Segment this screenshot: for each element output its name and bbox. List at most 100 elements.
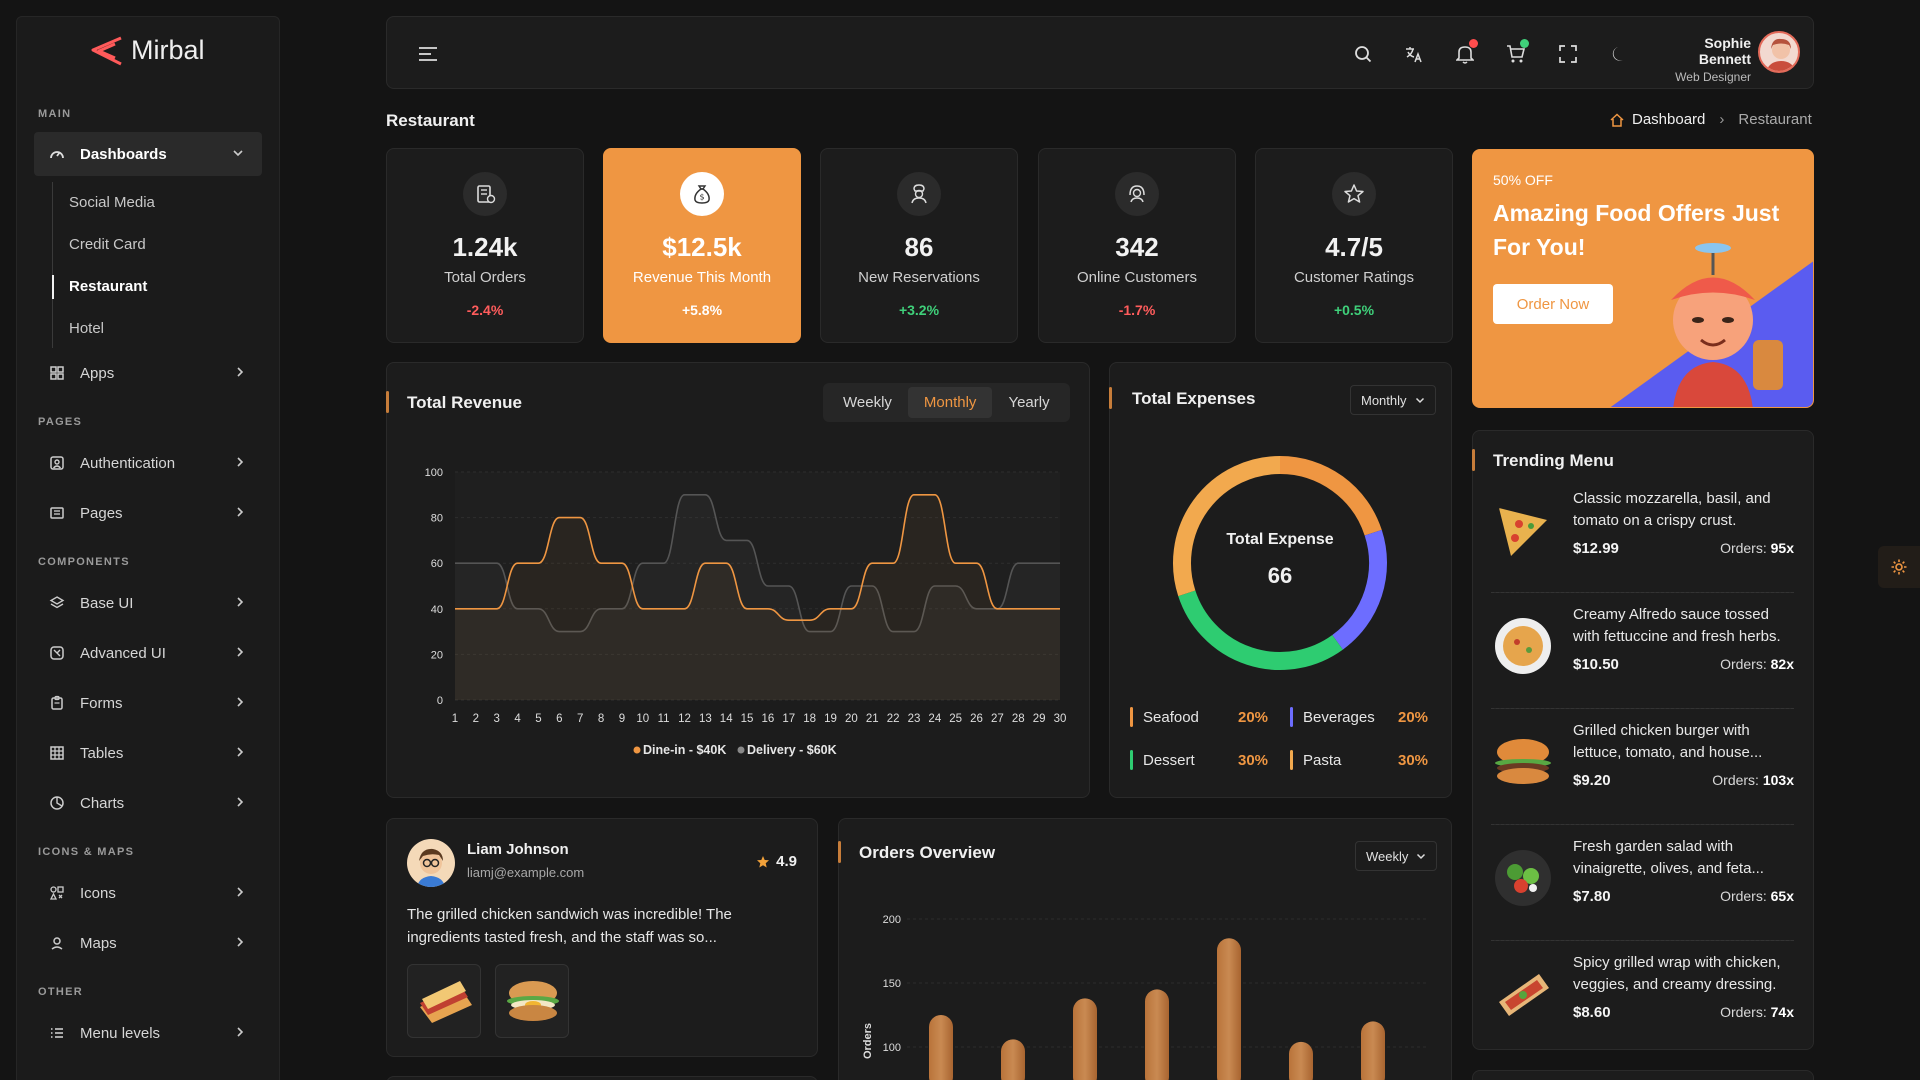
sidebar-subitem-hotel[interactable]: Hotel	[69, 320, 105, 337]
sidebar-item-label: Maps	[80, 934, 117, 952]
menu-item-description: Spicy grilled wrap with chicken, veggies…	[1573, 954, 1781, 993]
legend-label: Pasta	[1303, 751, 1342, 769]
x-tick-label: 3	[494, 713, 500, 725]
clipboard-icon	[48, 694, 66, 712]
x-tick-label: 30	[1054, 713, 1067, 725]
sidebar-item-base-ui[interactable]: Base UI	[34, 581, 264, 625]
sidebar-item-apps[interactable]: Apps	[34, 351, 264, 395]
review-photo-sandwich[interactable]	[407, 964, 481, 1038]
user-role: Web Designer	[1675, 70, 1751, 84]
sidebar-item-maps[interactable]: Maps	[34, 921, 264, 965]
sidebar-item-pages[interactable]: Pages	[34, 491, 264, 535]
y-tick-label: 200	[883, 914, 901, 926]
orders-period-dropdown[interactable]: Weekly	[1355, 841, 1438, 871]
stat-label: Total Orders	[444, 269, 526, 286]
stat-card-ratings: 4.7/5 Customer Ratings +0.5%	[1255, 148, 1453, 343]
cart-dot	[1520, 39, 1529, 48]
section-pages: PAGES	[38, 416, 83, 428]
food-image	[1495, 739, 1551, 784]
translate-icon[interactable]	[1403, 43, 1425, 65]
menu-item-price: $7.80	[1573, 888, 1611, 905]
chevron-right-icon	[234, 795, 246, 812]
star-icon	[1332, 172, 1376, 216]
brand-logo-icon	[91, 36, 122, 65]
sidebar-subitem-restaurant[interactable]: Restaurant	[69, 278, 148, 295]
y-tick-label: 80	[431, 513, 443, 525]
brand-name: Mirbal	[131, 35, 205, 65]
order-now-button[interactable]: Order Now	[1493, 284, 1613, 324]
sidebar-item-advanced-ui[interactable]: Advanced UI	[34, 631, 264, 675]
review-photo-burger[interactable]	[495, 964, 569, 1038]
customer-support-icon	[1115, 172, 1159, 216]
sidebar-item-forms[interactable]: Forms	[34, 681, 264, 725]
orders-overview-card: Orders Overview Weekly 100 150 200 Orders	[838, 818, 1452, 1080]
breadcrumb-separator-icon: ›	[1719, 111, 1725, 128]
trending-menu-item[interactable]: Grilled chicken burger with lettuce, tom…	[1491, 720, 1794, 816]
theme-settings-toggle[interactable]	[1878, 546, 1920, 588]
sidebar-item-label: Advanced UI	[80, 644, 166, 662]
legend-marker	[737, 746, 745, 754]
sidebar-item-charts[interactable]: Charts	[34, 781, 264, 825]
chevron-down-icon	[1417, 853, 1426, 860]
sidebar-subitem-credit-card[interactable]: Credit Card	[69, 236, 146, 253]
sidebar-item-authentication[interactable]: Authentication	[34, 441, 264, 485]
tab-yearly[interactable]: Yearly	[1008, 394, 1050, 411]
y-tick-label: 60	[431, 558, 443, 570]
orders-count: 74x	[1770, 1004, 1794, 1020]
user-info[interactable]: Sophie Bennett Web Designer	[1651, 35, 1751, 84]
sidebar: Mirbal	[16, 16, 280, 1080]
sidebar-item-label: Menu levels	[80, 1024, 161, 1042]
brand-logo[interactable]: Mirbal	[89, 35, 205, 66]
x-tick-label: 4	[514, 713, 521, 725]
expenses-period-dropdown[interactable]: Monthly	[1350, 385, 1436, 415]
x-tick-label: 23	[908, 713, 921, 725]
sidebar-item-label: Apps	[80, 364, 115, 382]
money-bag-icon: $	[680, 172, 724, 216]
x-tick-label: 26	[970, 713, 983, 725]
donut-slice-beverages	[1332, 529, 1387, 650]
tab-monthly[interactable]: Monthly	[907, 387, 993, 418]
x-tick-label: 21	[866, 713, 879, 725]
series-line-dine-in	[455, 494, 1060, 621]
table-icon	[48, 744, 66, 762]
sidebar-item-label: Tables	[80, 744, 124, 762]
avatar[interactable]	[1758, 31, 1800, 73]
sidebar-item-dashboards[interactable]: Dashboards	[34, 132, 262, 176]
menu-item-orders: Orders: 95x	[1720, 540, 1794, 556]
legend-swatch	[1290, 707, 1293, 727]
trending-menu-item[interactable]: Creamy Alfredo sauce tossed with fettucc…	[1491, 604, 1794, 700]
menu-toggle-icon[interactable]	[417, 43, 439, 65]
list-icon	[48, 1024, 66, 1042]
sidebar-subitem-social-media[interactable]: Social Media	[69, 194, 155, 211]
notification-bell-icon[interactable]	[1454, 43, 1476, 65]
review-text: The grilled chicken sandwich was incredi…	[407, 906, 732, 946]
menu-item-orders: Orders: 103x	[1712, 772, 1794, 788]
fullscreen-icon[interactable]	[1557, 43, 1579, 65]
breadcrumb-home[interactable]: Dashboard	[1632, 111, 1706, 128]
search-icon[interactable]	[1352, 43, 1374, 65]
trending-menu-item[interactable]: Spicy grilled wrap with chicken, veggies…	[1491, 952, 1794, 1048]
shapes-icon	[48, 884, 66, 902]
promo-title: Amazing Food Offers Just For You!	[1493, 200, 1780, 260]
review-rating: 4.9	[756, 853, 797, 870]
dark-mode-moon-icon[interactable]	[1608, 43, 1630, 65]
chevron-right-icon	[234, 645, 246, 662]
trending-menu-item[interactable]: Classic mozzarella, basil, and tomato on…	[1491, 488, 1794, 584]
series-line-delivery	[455, 494, 1060, 633]
tab-weekly[interactable]: Weekly	[843, 394, 892, 411]
sidebar-item-tables[interactable]: Tables	[34, 731, 264, 775]
legend-item-seafood: Seafood	[1130, 707, 1199, 727]
legend-swatch	[1290, 750, 1293, 770]
period-tabs: Weekly Monthly Yearly	[823, 383, 1070, 422]
legend-pct: 20%	[1398, 709, 1429, 726]
x-tick-label: 11	[658, 713, 670, 725]
sidebar-item-menu-levels[interactable]: Menu levels	[34, 1011, 264, 1055]
title-accent-bar	[838, 841, 841, 863]
item-divider	[1491, 708, 1794, 709]
trending-menu-item[interactable]: Fresh garden salad with vinaigrette, oli…	[1491, 836, 1794, 932]
gear-icon	[1891, 559, 1907, 575]
sidebar-item-icons[interactable]: Icons	[34, 871, 264, 915]
cart-icon[interactable]	[1505, 43, 1527, 65]
chevron-right-icon	[234, 365, 246, 382]
